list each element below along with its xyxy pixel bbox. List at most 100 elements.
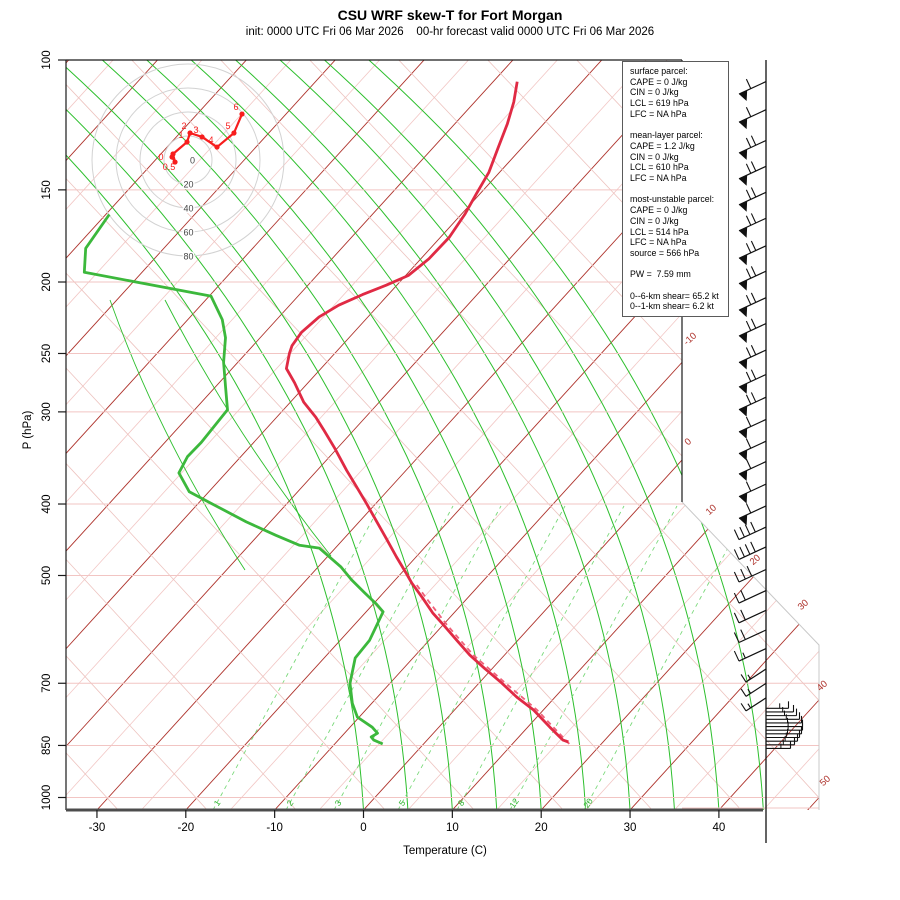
dewpoint-curve (82, 213, 385, 746)
info-line (630, 280, 725, 291)
svg-text:5: 5 (225, 121, 230, 131)
wind-barb (733, 648, 767, 662)
svg-text:4: 4 (209, 135, 214, 145)
info-line: CAPE = 0 J/kg (630, 76, 688, 87)
info-line: surface parcel: (630, 66, 688, 76)
temperature-curve (285, 81, 569, 744)
wind-barb (740, 668, 767, 683)
svg-text:60: 60 (183, 228, 193, 238)
wind-barb (733, 521, 767, 541)
svg-text:850: 850 (41, 736, 53, 755)
svg-text:5: 5 (397, 798, 408, 808)
parcel-info-box: surface parcel: CAPE = 0 J/kg CIN = 0 J/kg… (622, 61, 729, 318)
wind-barb (738, 438, 767, 461)
svg-text:30: 30 (624, 822, 637, 834)
svg-text:1: 1 (179, 130, 184, 140)
svg-text:20: 20 (581, 796, 595, 810)
wind-barb (733, 629, 767, 644)
info-line: source = 566 hPa (630, 247, 700, 258)
wind-barb (738, 416, 767, 439)
chart-subtitle: init: 0000 UTC Fri 06 Mar 2026 00-hr for… (245, 26, 655, 38)
mixing-ratio-labels: 1 2 3 5 8 12 20 (212, 796, 595, 810)
svg-text:50: 50 (818, 774, 833, 789)
svg-text:2: 2 (285, 798, 296, 808)
info-line: PW = 7.59 mm (630, 269, 691, 280)
temperature-tick-labels: -30 -20 -10 0 10 20 30 40 (89, 822, 726, 834)
info-line: 0--6-km shear= 65.2 kt (630, 290, 719, 301)
svg-text:300: 300 (41, 402, 53, 421)
svg-text:80: 80 (183, 252, 193, 262)
info-line: LFC = NA hPa (630, 237, 687, 248)
info-line: LCL = 610 hPa (630, 162, 689, 173)
info-line (630, 259, 725, 270)
wind-barb (738, 213, 767, 238)
wind-barb (738, 78, 767, 102)
svg-text:12: 12 (507, 796, 521, 810)
svg-text:6: 6 (233, 102, 238, 112)
chart-title: CSU WRF skew-T for Fort Morgan (337, 7, 563, 23)
svg-text:10: 10 (704, 503, 719, 518)
svg-text:40: 40 (183, 204, 193, 214)
plot-border (65, 59, 820, 812)
wind-barb (738, 369, 767, 394)
parcel-curve (414, 582, 570, 745)
wind-barb (738, 458, 767, 482)
wind-barb (738, 240, 767, 266)
svg-text:100: 100 (41, 50, 53, 69)
svg-text:150: 150 (41, 180, 53, 199)
svg-text:0: 0 (159, 152, 164, 162)
svg-text:250: 250 (41, 344, 53, 363)
svg-text:40: 40 (713, 822, 726, 834)
svg-text:0: 0 (683, 436, 694, 448)
wind-barb (738, 106, 767, 130)
wind-barb (738, 135, 767, 160)
svg-text:-30: -30 (89, 822, 106, 834)
svg-text:20: 20 (535, 822, 548, 834)
info-line: LFC = NA hPa (630, 108, 687, 119)
svg-text:10: 10 (446, 822, 459, 834)
info-line: 0--1-km shear= 6.2 kt (630, 301, 714, 312)
wind-barbs (733, 60, 804, 843)
moist-adiabats (66, 60, 764, 810)
wind-barb (738, 187, 767, 212)
wind-barb (740, 697, 767, 712)
axis-ticks (58, 59, 720, 818)
info-line (630, 184, 725, 195)
svg-text:700: 700 (41, 674, 53, 693)
svg-text:0: 0 (190, 156, 195, 166)
wind-barb (738, 392, 767, 417)
svg-text:30: 30 (796, 598, 811, 613)
wind-barb (738, 345, 767, 370)
info-line: most-unstable parcel: (630, 194, 715, 205)
wind-barb (738, 503, 767, 526)
wind-barb (738, 318, 767, 343)
surface-wind-cluster (766, 701, 804, 749)
svg-text:-10: -10 (266, 822, 283, 834)
svg-text:1000: 1000 (41, 785, 53, 811)
svg-text:40: 40 (815, 679, 830, 694)
svg-text:8: 8 (456, 798, 467, 808)
info-line: LCL = 514 hPa (630, 226, 689, 237)
info-line: mean-layer parcel: (630, 130, 703, 141)
wind-barb (738, 481, 767, 504)
info-line: LFC = NA hPa (630, 173, 687, 184)
svg-text:1: 1 (212, 798, 223, 808)
wind-barb (740, 682, 767, 697)
wind-barb (733, 565, 767, 583)
svg-text:-10: -10 (682, 330, 700, 347)
svg-text:0: 0 (360, 822, 366, 834)
temperature-axis-title: Temperature (C) (403, 845, 487, 857)
svg-text:500: 500 (41, 566, 53, 585)
svg-text:3: 3 (333, 798, 344, 808)
info-line: CIN = 0 J/kg (630, 87, 679, 98)
pressure-tick-labels: 100 150 200 250 300 400 500 700 850 1000 (41, 50, 53, 810)
svg-text:3: 3 (194, 125, 199, 135)
wind-barb (733, 609, 767, 624)
svg-text:400: 400 (41, 494, 53, 513)
info-line: CIN = 0 J/kg (630, 151, 679, 162)
wind-barb (733, 541, 767, 560)
